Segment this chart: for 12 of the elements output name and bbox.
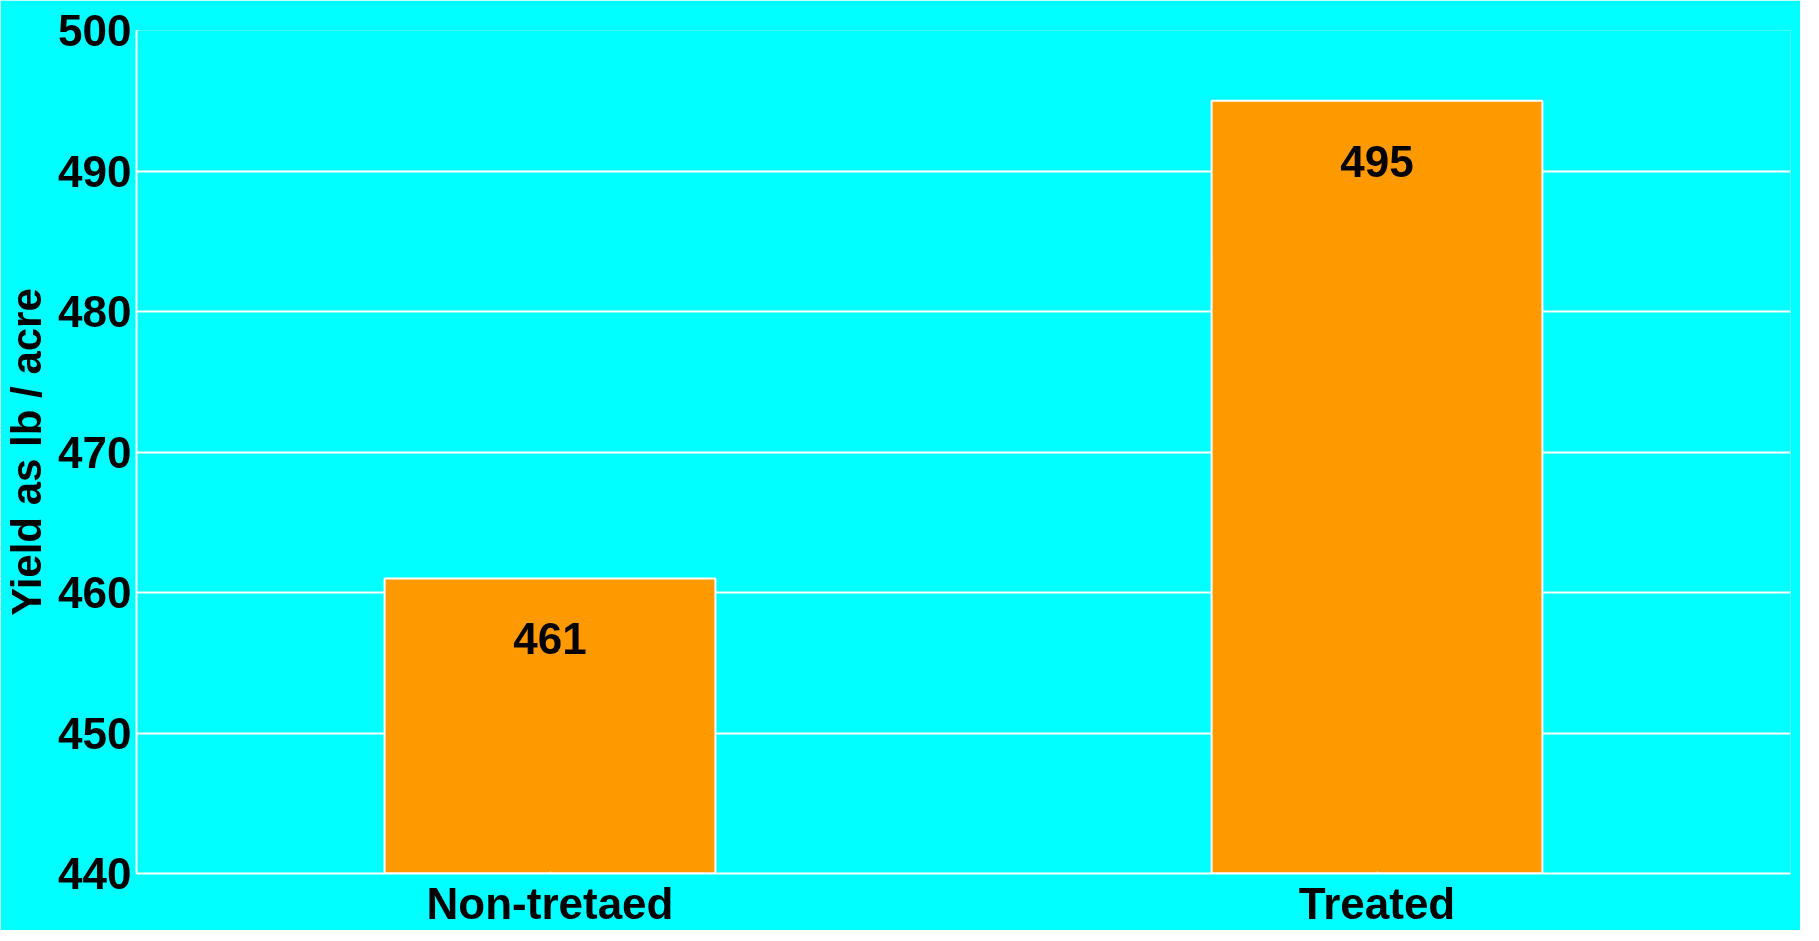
y-tick-label: 470 — [58, 427, 132, 477]
y-tick-label: 450 — [58, 708, 132, 758]
x-tick-label: Treated — [1298, 878, 1456, 928]
y-tick-label: 490 — [58, 146, 132, 196]
data-label: 461 — [513, 614, 587, 664]
y-axis-title: Yield as lb / acre — [3, 288, 51, 616]
x-tick-label: Non-tretaed — [426, 878, 674, 928]
y-tick-label: 460 — [58, 568, 132, 617]
y-tick-label: 480 — [58, 287, 132, 336]
data-label: 495 — [1340, 136, 1414, 186]
y-tick-label: 500 — [58, 6, 132, 55]
y-tick-label: 440 — [58, 849, 132, 898]
